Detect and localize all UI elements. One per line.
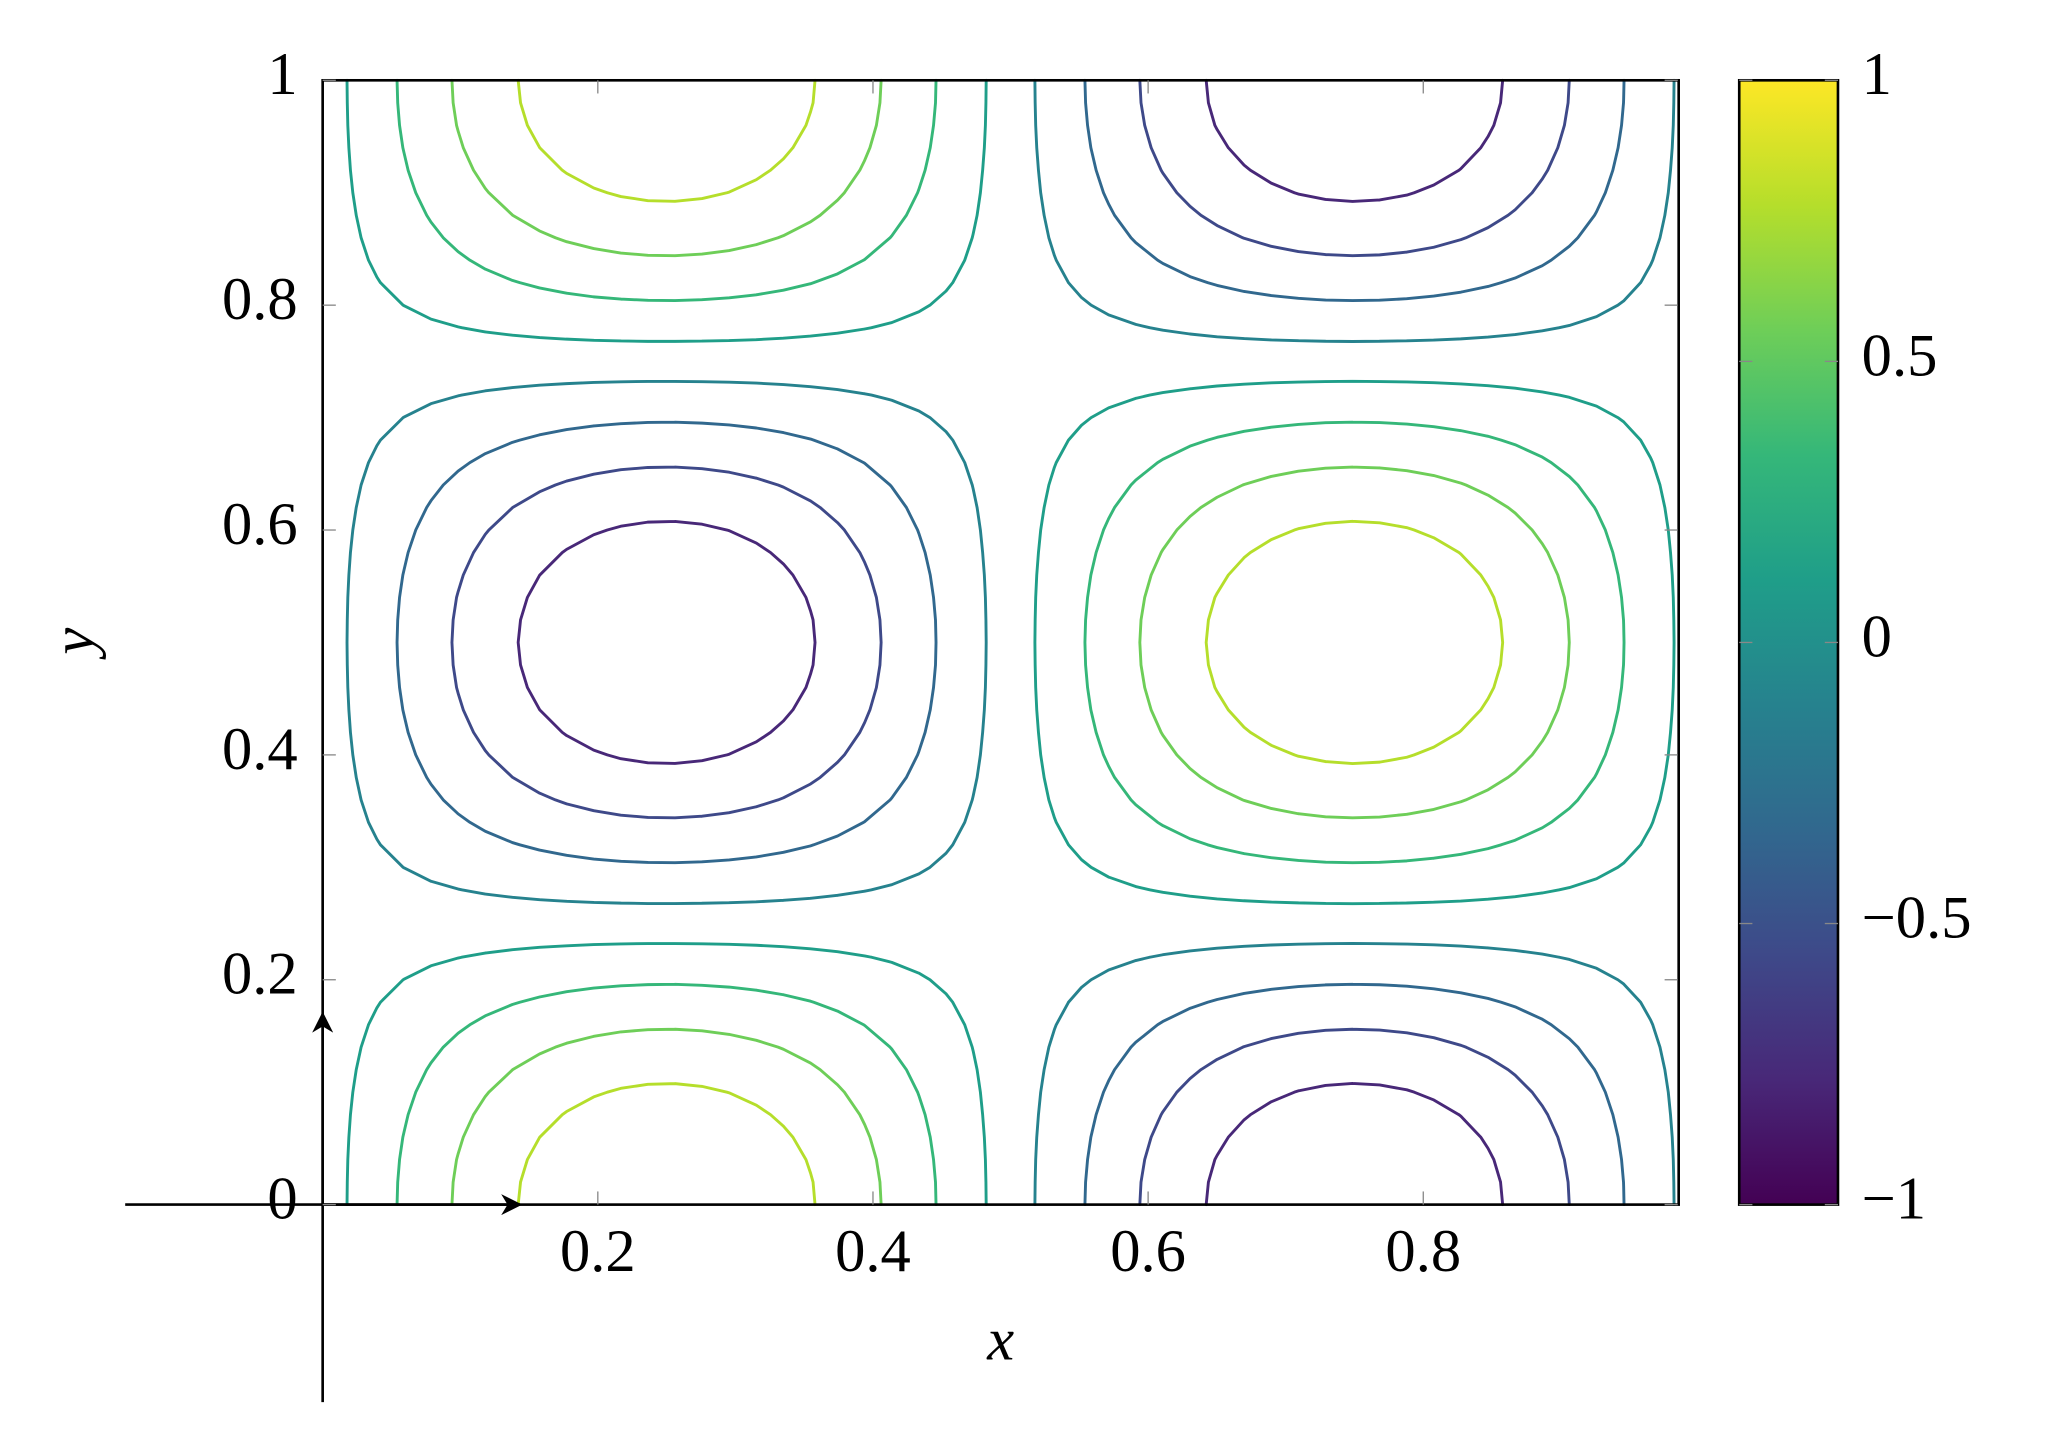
y-tick-label: 0.2 [222,941,298,1008]
colorbar [1737,78,1840,1206]
y-tick-label: 1 [267,41,297,108]
colorbar-tick-label: 0 [1862,603,1892,670]
contour-line [345,78,1676,1207]
x-tick-label: 0.4 [835,1218,911,1285]
y-tick-label: 0.4 [222,716,298,783]
contour-line [516,78,1505,1207]
y-axis-label: y [40,628,107,661]
x-axis-label: x [986,1306,1014,1373]
x-tick-label: 0.2 [560,1218,636,1285]
y-tick-label: 0.8 [222,266,298,333]
contour-line [516,78,1505,1207]
y-tick-label: 0.6 [222,491,298,558]
plot-frame [321,78,1680,1206]
colorbar-tick-label: 1 [1862,41,1892,108]
contour-line [395,78,1626,1207]
x-tick-label: 0.6 [1110,1218,1186,1285]
contour-line [345,78,1676,1207]
y-tick-label: 0 [267,1166,297,1233]
contour-line [395,78,1626,1207]
colorbar-tick-label: −1 [1862,1166,1926,1233]
contour-line [450,78,1571,1207]
colorbar-tick-label: −0.5 [1862,884,1972,951]
contour-line [450,78,1571,1207]
x-tick-label: 0.8 [1385,1218,1461,1285]
colorbar-tick-label: 0.5 [1862,322,1938,389]
